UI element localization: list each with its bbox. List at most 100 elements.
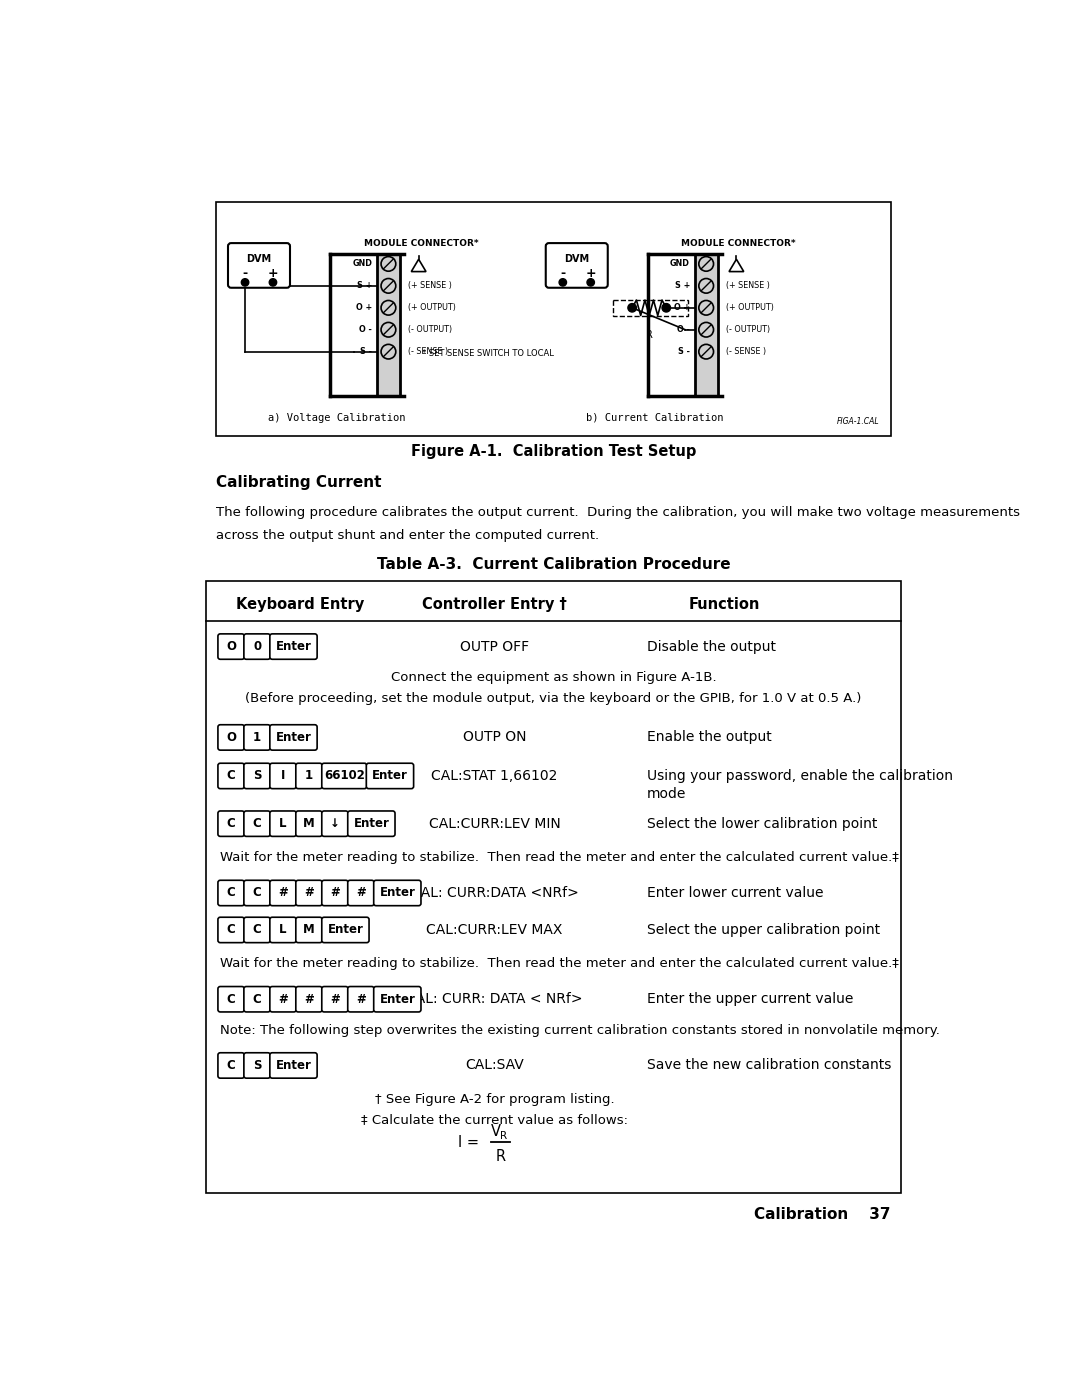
Text: CAL:CURR:LEV MAX: CAL:CURR:LEV MAX — [427, 923, 563, 937]
Text: OUTP OFF: OUTP OFF — [460, 640, 529, 654]
Text: S: S — [253, 1059, 261, 1071]
Text: 1: 1 — [305, 770, 313, 782]
Text: Enter: Enter — [275, 1059, 311, 1071]
FancyBboxPatch shape — [348, 986, 374, 1011]
Text: #: # — [305, 993, 314, 1006]
Text: C: C — [227, 817, 235, 830]
Text: C: C — [253, 817, 261, 830]
Text: Wait for the meter reading to stabilize.  Then read the meter and enter the calc: Wait for the meter reading to stabilize.… — [220, 957, 900, 971]
Text: CAL: CURR:DATA <NRf>: CAL: CURR:DATA <NRf> — [410, 886, 579, 900]
FancyBboxPatch shape — [322, 880, 348, 905]
FancyBboxPatch shape — [270, 634, 318, 659]
Bar — [377, 254, 400, 397]
Text: C: C — [227, 770, 235, 782]
FancyBboxPatch shape — [348, 812, 395, 837]
Text: Keyboard Entry: Keyboard Entry — [235, 597, 364, 612]
Text: Save the new calibration constants: Save the new calibration constants — [647, 1059, 892, 1073]
Text: Disable the output: Disable the output — [647, 640, 777, 654]
Text: M: M — [303, 923, 315, 936]
FancyBboxPatch shape — [218, 763, 244, 789]
Text: The following procedure calibrates the output current.  During the calibration, : The following procedure calibrates the o… — [216, 506, 1021, 518]
Text: GND: GND — [352, 260, 373, 268]
Text: (- OUTPUT): (- OUTPUT) — [408, 326, 451, 334]
Text: FIGA-1.CAL: FIGA-1.CAL — [836, 416, 879, 426]
FancyBboxPatch shape — [270, 763, 296, 789]
Text: ‡ Calculate the current value as follows:: ‡ Calculate the current value as follows… — [361, 1113, 627, 1126]
FancyBboxPatch shape — [296, 986, 322, 1011]
Text: C: C — [227, 1059, 235, 1071]
Text: Using your password, enable the calibration: Using your password, enable the calibrat… — [647, 768, 954, 782]
Text: MODULE CONNECTOR*: MODULE CONNECTOR* — [681, 239, 796, 249]
Text: CAL:STAT 1,66102: CAL:STAT 1,66102 — [431, 768, 557, 782]
Text: C: C — [227, 887, 235, 900]
Text: C: C — [253, 993, 261, 1006]
Text: C: C — [227, 993, 235, 1006]
Text: R: R — [496, 1148, 505, 1164]
Text: L: L — [280, 817, 287, 830]
Text: CAL: CURR: DATA < NRf>: CAL: CURR: DATA < NRf> — [406, 992, 583, 1006]
Text: * SET SENSE SWITCH TO LOCAL: * SET SENSE SWITCH TO LOCAL — [421, 349, 554, 359]
Text: O -: O - — [360, 326, 373, 334]
FancyBboxPatch shape — [322, 763, 367, 789]
Text: -: - — [561, 267, 565, 279]
Circle shape — [241, 278, 248, 286]
Text: Enter: Enter — [379, 887, 416, 900]
Text: +: + — [268, 267, 279, 279]
FancyBboxPatch shape — [218, 1053, 244, 1078]
Text: Figure A-1.  Calibration Test Setup: Figure A-1. Calibration Test Setup — [410, 444, 697, 460]
Text: O: O — [226, 640, 237, 652]
FancyBboxPatch shape — [270, 880, 296, 905]
Text: (+ OUTPUT): (+ OUTPUT) — [726, 303, 773, 313]
Text: DVM: DVM — [246, 254, 271, 264]
Text: ↓: ↓ — [330, 817, 340, 830]
Text: #: # — [330, 993, 340, 1006]
Text: O -: O - — [677, 326, 690, 334]
Text: 0: 0 — [253, 640, 261, 652]
FancyBboxPatch shape — [244, 880, 270, 905]
Circle shape — [559, 278, 567, 286]
Text: S -: S - — [678, 348, 690, 356]
Text: 66102: 66102 — [324, 770, 365, 782]
Text: CAL:SAV: CAL:SAV — [465, 1059, 524, 1073]
Text: Enter: Enter — [372, 770, 408, 782]
FancyBboxPatch shape — [270, 918, 296, 943]
Text: Wait for the meter reading to stabilize.  Then read the meter and enter the calc: Wait for the meter reading to stabilize.… — [220, 851, 900, 865]
Text: R: R — [500, 1130, 507, 1140]
Text: (+ OUTPUT): (+ OUTPUT) — [408, 303, 456, 313]
FancyBboxPatch shape — [322, 918, 369, 943]
Text: O +: O + — [674, 303, 690, 313]
FancyBboxPatch shape — [374, 880, 421, 905]
Text: S -: S - — [361, 348, 373, 356]
Bar — [694, 254, 718, 397]
FancyBboxPatch shape — [348, 880, 374, 905]
FancyBboxPatch shape — [366, 763, 414, 789]
FancyBboxPatch shape — [218, 634, 244, 659]
Text: M: M — [303, 817, 315, 830]
FancyBboxPatch shape — [244, 1053, 270, 1078]
Text: #: # — [305, 887, 314, 900]
Text: (+ SENSE ): (+ SENSE ) — [726, 281, 769, 291]
FancyBboxPatch shape — [218, 812, 244, 837]
FancyBboxPatch shape — [218, 880, 244, 905]
Text: (- SENSE ): (- SENSE ) — [726, 348, 766, 356]
Text: L: L — [280, 923, 287, 936]
Text: I =: I = — [458, 1134, 478, 1150]
Text: a) Voltage Calibration: a) Voltage Calibration — [268, 414, 405, 423]
Text: DVM: DVM — [564, 254, 590, 264]
Text: S: S — [253, 770, 261, 782]
FancyBboxPatch shape — [244, 763, 270, 789]
Text: Calibrating Current: Calibrating Current — [216, 475, 382, 490]
Text: Connect the equipment as shown in Figure A-1B.: Connect the equipment as shown in Figure… — [391, 671, 716, 685]
FancyBboxPatch shape — [545, 243, 608, 288]
Circle shape — [588, 278, 594, 286]
Bar — [206, 581, 901, 1193]
FancyBboxPatch shape — [296, 918, 322, 943]
Circle shape — [627, 303, 636, 312]
Text: I: I — [281, 770, 285, 782]
Text: (- OUTPUT): (- OUTPUT) — [726, 326, 770, 334]
Text: Table A-3.  Current Calibration Procedure: Table A-3. Current Calibration Procedure — [377, 556, 730, 571]
FancyBboxPatch shape — [218, 725, 244, 750]
Text: OUTP ON: OUTP ON — [462, 731, 526, 745]
Text: Calibration    37: Calibration 37 — [754, 1207, 891, 1221]
FancyBboxPatch shape — [244, 918, 270, 943]
